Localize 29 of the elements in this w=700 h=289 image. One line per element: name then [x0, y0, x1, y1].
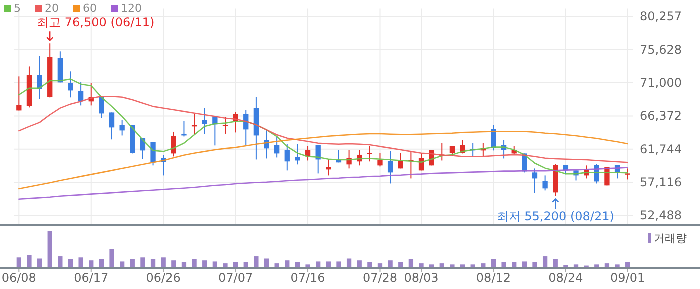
legend-item: 5: [4, 2, 21, 15]
legend-item: 20: [35, 2, 59, 15]
legend-label: 거래량: [654, 232, 687, 245]
x-tick-label: 07/07: [218, 271, 254, 285]
annotation: 최고 76,500 (06/11): [37, 16, 155, 30]
legend-label: 20: [45, 2, 59, 15]
x-tick-label: 09/01: [610, 271, 646, 285]
legend-item: 120: [111, 2, 142, 15]
x-tick-label: 08/12: [476, 271, 512, 285]
x-tick-label: 06/17: [74, 271, 109, 285]
y-tick-label: 52,488: [640, 208, 682, 223]
y-tick-label: 71,000: [640, 76, 682, 90]
legend-item: 거래량: [648, 232, 687, 245]
x-tick-label: 07/28: [362, 271, 398, 285]
y-tick-label: 75,628: [640, 42, 682, 57]
y-tick-label: 80,257: [640, 10, 682, 24]
legend-item: 60: [73, 2, 97, 15]
legend-label: 60: [83, 2, 97, 15]
y-tick-label: 61,744: [640, 142, 682, 156]
y-tick-label: 57,116: [640, 176, 682, 190]
legend-label: 5: [14, 2, 21, 15]
annotation: 최저 55,200 (08/21): [496, 209, 614, 224]
legend-label: 120: [121, 2, 142, 15]
x-tick-label: 08/03: [404, 271, 439, 285]
x-tick-label: 07/16: [290, 271, 326, 285]
x-tick-label: 06/26: [146, 271, 181, 285]
x-tick-label: 08/24: [548, 271, 584, 285]
x-tick-label: 06/08: [2, 271, 36, 285]
y-tick-label: 66,372: [640, 109, 682, 124]
